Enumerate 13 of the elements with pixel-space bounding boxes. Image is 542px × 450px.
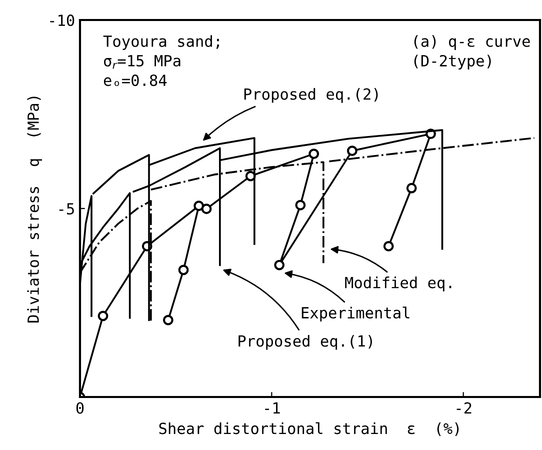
y-axis-title: Diviator stress q (MPa) [27, 96, 42, 322]
annotation: (a) q-ε curve (D-2type) [414, 35, 530, 70]
annotation: Experimental [302, 306, 410, 322]
annotation: Proposed eq.(1) [238, 334, 372, 350]
x-tick-label: 0 [76, 402, 84, 414]
annotation: Toyoura sand; σ$_{r}$=15 MPa eₒ=0.84 [103, 35, 219, 86]
x-tick-label: -1 [265, 402, 280, 414]
annotation: Modified eq. [345, 276, 452, 292]
y-tick-label: -10 [50, 14, 74, 26]
annotation: Proposed eq.(2) [244, 88, 378, 103]
x-tick-label: -2 [456, 402, 472, 414]
y-tick-label: -5 [59, 203, 74, 215]
x-axis-title: Shear distortional strain ε (%) [159, 422, 459, 436]
